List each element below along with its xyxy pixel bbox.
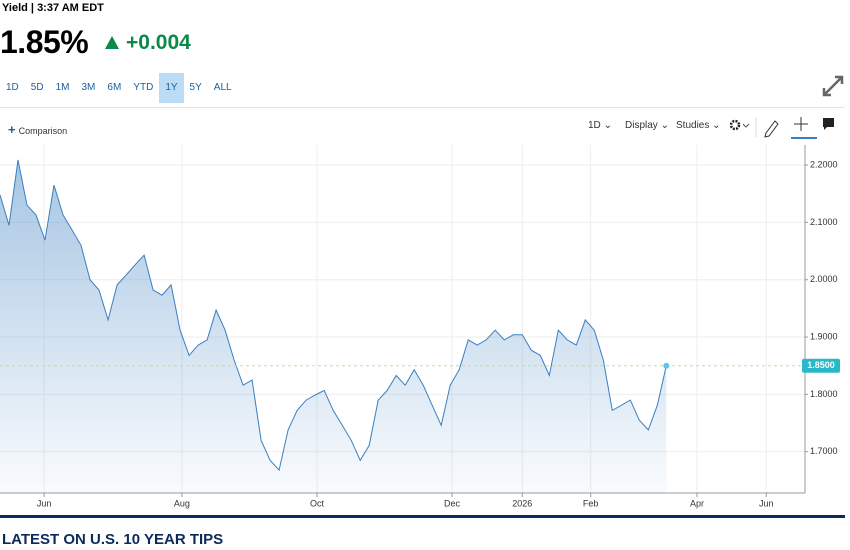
crosshair-icon[interactable] [794, 117, 808, 131]
comparison-button[interactable]: + Comparison [8, 122, 68, 137]
draw-icon[interactable] [764, 120, 779, 138]
range-button[interactable]: 3M [81, 82, 96, 93]
expand-icon[interactable] [821, 74, 845, 98]
range-button[interactable]: 5D [30, 82, 44, 93]
range-button[interactable]: 6M [107, 82, 122, 93]
interval-label: 1D [588, 120, 601, 131]
x-tick-label: Oct [310, 498, 325, 508]
active-indicator [791, 137, 817, 139]
line [0, 159, 667, 472]
x-tick-label: Dec [444, 498, 461, 508]
comment-icon[interactable] [823, 118, 834, 130]
y-tick-label: 1.7000 [810, 446, 838, 456]
quote-meta: Yield | 3:37 AM EDT [2, 2, 104, 14]
x-tick-label: Jun [759, 498, 774, 508]
chart: 1.7000 1.8000 1.9000 2.0000 2.1000 2.2000 Jun A… [0, 145, 840, 508]
range-button[interactable]: 1Y [159, 73, 184, 103]
y-tick-label: 1.8000 [810, 389, 838, 399]
toolbar-icons [729, 117, 834, 139]
range-buttons: 1D 5D 1M 3M 6M YTD 1Y 5Y ALL [0, 73, 238, 103]
range-button[interactable]: YTD [133, 82, 154, 93]
separator [0, 107, 845, 108]
section-rule [0, 515, 845, 518]
range-button[interactable]: 1M [55, 82, 70, 93]
last-value-label: 1.8500 [807, 360, 835, 370]
last-point [663, 362, 670, 369]
settings-icon[interactable] [729, 119, 750, 131]
studies-button[interactable]: Studies ⌄ [676, 120, 721, 131]
studies-label: Studies [676, 120, 710, 131]
interval-button[interactable]: 1D ⌄ [588, 120, 612, 131]
y-tick-label: 2.0000 [810, 274, 838, 284]
section-title: LATEST ON U.S. 10 YEAR TIPS [2, 531, 224, 548]
range-button[interactable]: 1D [6, 82, 19, 93]
range-button[interactable]: 5Y [189, 82, 202, 93]
display-label: Display [625, 120, 658, 131]
last-value-box [802, 358, 840, 373]
x-tick-label: Aug [174, 498, 190, 508]
y-tick-label: 2.2000 [810, 159, 838, 169]
price-change: +0.004 [126, 31, 191, 54]
y-tick-label: 2.1000 [810, 217, 838, 227]
x-tick-label: Feb [583, 498, 599, 508]
price: 1.85% [0, 24, 89, 60]
x-tick-label: Apr [690, 498, 704, 508]
display-button[interactable]: Display ⌄ [625, 120, 669, 131]
up-arrow [105, 36, 119, 49]
x-tick-label: Jun [37, 498, 52, 508]
y-tick-label: 1.9000 [810, 331, 838, 341]
area [0, 159, 667, 493]
comparison-label: Comparison [18, 126, 68, 136]
x-tick-label: 2026 [512, 498, 532, 508]
range-button[interactable]: ALL [213, 82, 232, 93]
